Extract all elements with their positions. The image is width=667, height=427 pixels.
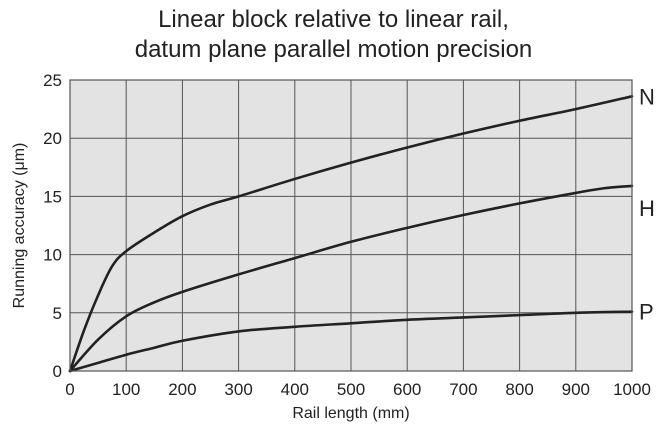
series-label-P: P xyxy=(639,300,654,325)
series-line-H xyxy=(68,184,634,373)
x-tick-label: 600 xyxy=(393,380,421,399)
x-tick-label: 700 xyxy=(449,380,477,399)
x-tick-label: 200 xyxy=(168,380,196,399)
y-tick-label: 20 xyxy=(43,129,62,148)
x-axis-ticks: 0 100 200 300 400 500 600 700 800 900 1000 xyxy=(65,380,651,399)
x-tick-label: 400 xyxy=(281,380,309,399)
series-lines: N H P xyxy=(68,84,655,373)
y-tick-label: 25 xyxy=(43,71,62,90)
y-tick-label: 15 xyxy=(43,187,62,206)
series-line-N xyxy=(68,95,634,373)
y-tick-label: 5 xyxy=(53,304,62,323)
x-tick-label: 1000 xyxy=(613,380,651,399)
series-line-P xyxy=(68,310,634,373)
series-label-H: H xyxy=(639,196,655,221)
x-tick-label: 0 xyxy=(65,380,74,399)
x-tick-label: 500 xyxy=(337,380,365,399)
y-tick-label: 0 xyxy=(53,362,62,381)
x-tick-label: 100 xyxy=(112,380,140,399)
x-tick-label: 800 xyxy=(505,380,533,399)
plot-frame xyxy=(69,79,633,372)
x-tick-label: 900 xyxy=(562,380,590,399)
chart-title-line-1: Linear block relative to linear rail, xyxy=(158,6,509,33)
y-axis-ticks: 0 5 10 15 20 25 xyxy=(43,71,62,381)
x-tick-label: 300 xyxy=(224,380,252,399)
y-axis-label: Running accuracy (μm) xyxy=(11,143,28,309)
grid-lines xyxy=(69,79,633,372)
chart-title-line-2: datum plane parallel motion precision xyxy=(134,36,533,63)
y-tick-label: 10 xyxy=(43,246,62,265)
x-axis-label: Rail length (mm) xyxy=(292,405,409,422)
series-label-N: N xyxy=(639,84,655,109)
